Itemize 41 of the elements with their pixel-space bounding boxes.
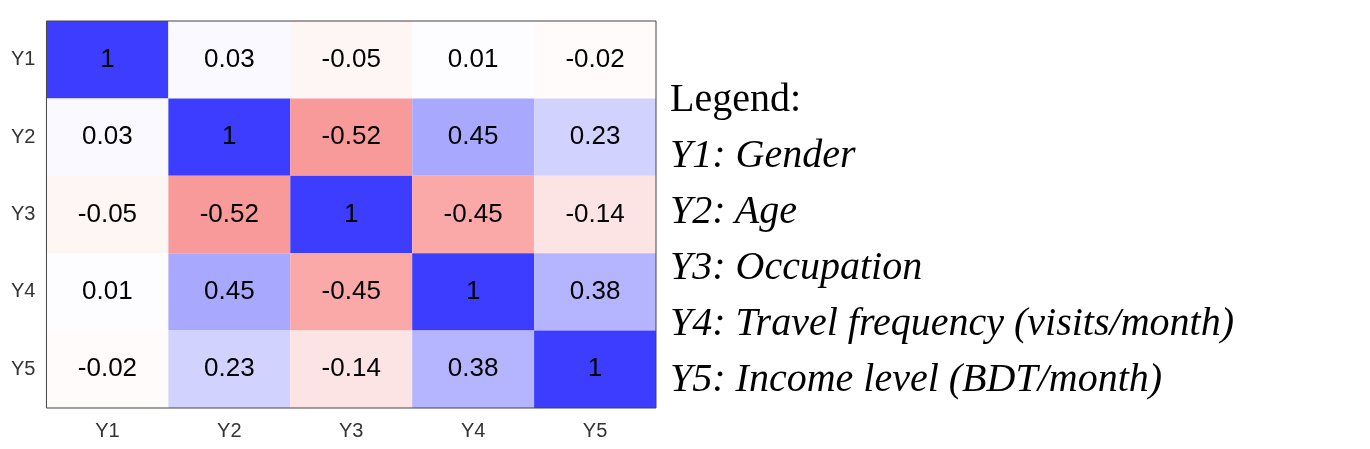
- data-label: -0.05: [321, 42, 381, 73]
- text: Y4: Travel frequency (visits/month): [670, 298, 1234, 346]
- data-label: 0.38: [569, 275, 621, 306]
- x-tick-label: Y1: [95, 418, 120, 441]
- x-tick-label: Y5: [582, 418, 608, 441]
- data-label: 0.38: [447, 352, 499, 383]
- y-tick-label: Y2: [10, 124, 36, 147]
- data-label: 1: [587, 352, 603, 383]
- data-label: 0.01: [82, 275, 133, 306]
- data-label: 0.01: [447, 42, 499, 73]
- data-label: 0.45: [447, 120, 499, 151]
- data-label: 1: [100, 42, 115, 73]
- text: Y3: Occupation: [670, 242, 924, 290]
- data-label: 0.03: [204, 42, 255, 73]
- data-label: 0.23: [204, 352, 255, 383]
- data-label: 1: [222, 120, 237, 151]
- data-label: -0.02: [77, 352, 138, 383]
- y-tick-label: Y3: [10, 202, 36, 225]
- y-tick-label: Y1: [10, 47, 36, 70]
- text: Y2: Age: [670, 186, 799, 234]
- data-label: -0.45: [321, 275, 381, 306]
- data-label: -0.14: [321, 352, 381, 383]
- x-tick-label: Y2: [217, 418, 242, 441]
- data-label: 0.45: [204, 275, 255, 306]
- text: Y1: Gender: [670, 130, 857, 178]
- data-label: 0.03: [82, 120, 133, 151]
- data-label: -0.52: [199, 197, 259, 228]
- data-label: 1: [465, 275, 481, 306]
- data-label: -0.14: [565, 197, 625, 228]
- y-tick-label: Y5: [10, 356, 36, 379]
- data-label: -0.02: [565, 42, 625, 73]
- data-label: 1: [344, 197, 359, 228]
- data-label: -0.05: [77, 197, 138, 228]
- x-tick-label: Y3: [339, 418, 364, 441]
- data-label: 0.23: [569, 120, 621, 151]
- data-label: -0.45: [443, 197, 503, 228]
- text: Legend:: [670, 74, 803, 122]
- x-tick-label: Y4: [460, 418, 486, 441]
- y-tick-label: Y4: [10, 279, 36, 302]
- data-label: -0.52: [321, 120, 381, 151]
- text: Y5: Income level (BDT/month): [670, 354, 1164, 402]
